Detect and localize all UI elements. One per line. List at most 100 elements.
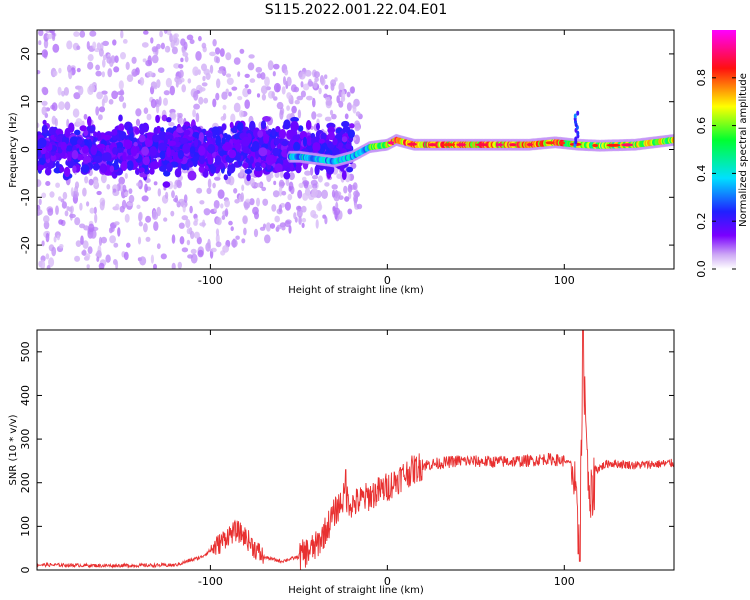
spectrogram-cell: [58, 196, 62, 201]
spectrogram-cell: [187, 254, 194, 259]
spectrogram-cell: [298, 215, 302, 225]
spectrogram-cell: [346, 91, 351, 98]
spectrogram-cell: [347, 129, 355, 139]
spectrogram-cell: [671, 136, 674, 144]
spectrogram-cell: [176, 78, 183, 85]
spectrogram-cell: [157, 67, 165, 73]
spectrogram-cell: [74, 185, 79, 194]
spectrogram-cell: [201, 82, 208, 87]
spectrogram-cell: [156, 104, 160, 114]
spectrogram-cell: [311, 175, 319, 180]
spectrogram-cell: [199, 200, 205, 205]
spectrogram-cell: [324, 182, 330, 187]
spectrogram-cell: [109, 165, 115, 173]
spectrogram-cell: [193, 103, 201, 110]
spectrogram-cell: [209, 64, 214, 74]
spectrogram-cell: [85, 253, 91, 259]
spectrogram-cell: [324, 216, 328, 225]
spectrogram-cell: [242, 146, 250, 154]
spectrogram-cell: [249, 156, 254, 164]
spectrogram-cell: [150, 98, 157, 109]
spectrogram-cell: [241, 184, 245, 192]
spectrogram-cell: [73, 92, 81, 100]
spectrogram-cell: [182, 124, 187, 131]
spectrogram-cell: [313, 71, 320, 78]
spectrogram-cell: [606, 143, 621, 147]
spectrogram-cell: [178, 222, 185, 229]
spectrogram-cell: [291, 105, 297, 114]
spectrogram-cell: [100, 163, 106, 174]
spectrogram-cell: [86, 264, 90, 269]
spectrogram-cell: [134, 127, 140, 135]
spectrogram-cell: [171, 190, 175, 199]
spectrogram-cell: [288, 185, 292, 192]
spectrogram-cell: [255, 66, 263, 73]
spectrogram-cell: [82, 240, 89, 249]
spectrogram-cell: [576, 110, 580, 116]
spectrogram-cell: [286, 76, 292, 87]
spectrogram-cell: [128, 194, 135, 204]
spectrogram-cell: [224, 199, 231, 208]
spectrogram-cell: [99, 201, 105, 211]
spectrogram-cell: [107, 68, 113, 78]
spectrogram-cell: [166, 162, 173, 173]
spectrogram-cell: [190, 230, 195, 240]
spectrogram-cell: [237, 121, 244, 132]
spectrogram-cell: [74, 129, 81, 136]
spectrogram-cell: [133, 137, 138, 144]
spectrogram-cell: [84, 176, 89, 184]
spectrogram-cell: [283, 158, 289, 166]
spectrogram-cell: [82, 145, 89, 154]
spectrogram-cell: [262, 198, 269, 206]
spectrogram-cell: [159, 150, 166, 160]
spectrogram-cell: [293, 141, 301, 152]
spectrogram-cell: [195, 51, 202, 61]
spectrogram-cell: [279, 109, 284, 120]
spectrogram-cell: [442, 143, 456, 147]
spectrogram-cell: [278, 129, 287, 139]
spectrogram-cell: [215, 56, 220, 64]
spectrogram-cell: [168, 140, 177, 146]
spectrogram-cell: [210, 164, 217, 174]
spectrogram-cell: [187, 161, 194, 168]
spectrogram-cell: [158, 96, 162, 106]
spectrogram-cell: [288, 225, 292, 234]
spectrogram-cell: [37, 164, 45, 171]
spectrogram-cell: [325, 164, 335, 175]
spectrogram-cell: [213, 200, 220, 209]
spectrogram-cell: [259, 226, 266, 231]
spectrogram-cell: [272, 147, 280, 157]
spectrogram-cell: [150, 37, 154, 44]
spectrogram-cell: [52, 35, 56, 41]
spectrogram-cell: [192, 66, 199, 76]
spectrogram-cell: [284, 201, 291, 211]
spectrogram-cell: [63, 87, 69, 96]
spectrogram-cell: [108, 99, 114, 105]
spectrogram-cell: [214, 176, 221, 181]
spectrogram-cell: [212, 130, 217, 139]
spectrogram-cell: [163, 97, 168, 106]
spectrogram-cell: [214, 155, 221, 166]
spectrogram-cell: [153, 127, 159, 135]
spectrogram-cell: [190, 248, 197, 254]
spectrogram-cell: [79, 202, 83, 211]
x-tick-label: 100: [554, 575, 575, 588]
spectrogram-cell: [90, 145, 98, 156]
spectrogram-cell: [121, 199, 127, 210]
spectrogram-cell: [287, 193, 293, 201]
spectrogram-cell: [243, 227, 247, 236]
spectrogram-cell: [221, 215, 226, 220]
spectrogram-cell: [222, 245, 230, 253]
spectrogram-cell: [352, 182, 358, 191]
spectrogram-cell: [215, 241, 222, 248]
spectrogram-cell: [353, 134, 360, 145]
spectrogram-cell: [260, 85, 268, 95]
spectrogram-cell: [93, 179, 99, 186]
spectrogram-cell: [160, 127, 165, 133]
spectrogram-cell: [102, 40, 109, 47]
spectrogram-cell: [195, 112, 200, 123]
spectrogram-cell: [153, 85, 158, 90]
spectrogram-cell: [215, 233, 220, 244]
spectrogram-cell: [41, 106, 47, 116]
